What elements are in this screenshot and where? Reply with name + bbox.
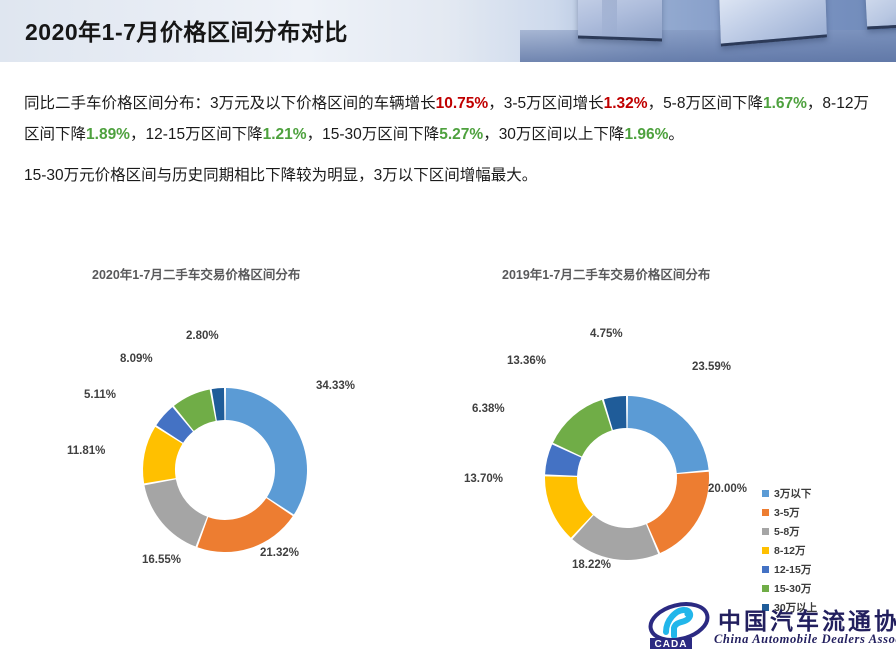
logo-chinese-name: 中国汽车流通协会 — [718, 609, 896, 634]
pie-slice[interactable] — [627, 396, 709, 473]
legend-swatch-icon — [762, 566, 769, 573]
text-segment: 同比二手车价格区间分布：3万元及以下价格区间的车辆增长 — [24, 95, 436, 112]
chart-title-2019: 2019年1-7月二手车交易价格区间分布 — [502, 268, 711, 282]
pie-data-label: 18.22% — [572, 559, 612, 571]
legend-label: 3-5万 — [774, 507, 800, 519]
pie-slice[interactable] — [197, 498, 293, 552]
legend-swatch-icon — [762, 528, 769, 535]
pie-slice[interactable] — [144, 479, 208, 547]
legend-label: 3万以下 — [774, 488, 812, 500]
legend-label: 8-12万 — [774, 545, 806, 557]
legend-swatch-icon — [762, 490, 769, 497]
pie-data-label: 2.80% — [186, 330, 219, 342]
highlight-value: 1.21% — [262, 126, 307, 143]
text-segment: ，30万区间以上下降 — [483, 126, 625, 143]
pie-slice[interactable] — [603, 396, 627, 431]
pie-slice[interactable] — [225, 388, 307, 515]
legend-item[interactable]: 15-30万 — [762, 579, 882, 598]
pie-data-label: 13.70% — [464, 473, 504, 485]
text-segment: ，8-12万区间下降 — [24, 95, 869, 143]
cube-decor-icon — [578, 0, 662, 42]
donut-chart-2020: 34.33% 21.32% 16.55% 11.81% 5.11% 8.09% 2.80% — [67, 330, 355, 566]
logo-english-name: China Automobile Dealers Association — [714, 632, 896, 646]
pie-data-label: 4.75% — [590, 328, 623, 340]
pie-data-label: 5.11% — [84, 389, 116, 401]
donut-chart-2019: 23.59% 20.00% 18.22% 13.70% 6.38% 13.36% 4.75% — [464, 328, 747, 573]
text-segment: ，3-5万区间增长 — [488, 95, 604, 112]
pie-data-label: 6.38% — [472, 403, 505, 415]
pie-slice[interactable] — [545, 444, 582, 476]
legend-swatch-icon — [762, 585, 769, 592]
pie-data-label: 11.81% — [67, 445, 106, 457]
pie-slice[interactable] — [572, 515, 659, 560]
pie-slice[interactable] — [552, 399, 612, 457]
banner-floor-decor — [520, 30, 896, 62]
pie-data-label: 8.09% — [120, 353, 153, 365]
legend-item[interactable]: 5-8万 — [762, 522, 882, 541]
legend-label: 30万以上 — [774, 602, 818, 614]
legend-item[interactable]: 30万以上 — [762, 598, 882, 617]
highlight-value: 1.96% — [624, 126, 669, 143]
highlight-value: 1.67% — [762, 95, 807, 112]
pie-slice[interactable] — [647, 471, 709, 554]
pie-slice[interactable] — [143, 426, 183, 484]
cada-emblem-icon: CADA — [648, 602, 710, 650]
pie-data-label: 16.55% — [142, 554, 182, 566]
text-segment: 。 — [668, 126, 684, 143]
legend-item[interactable]: 12-15万 — [762, 560, 882, 579]
highlight-value: 5.27% — [439, 126, 484, 143]
legend-swatch-icon — [762, 547, 769, 554]
cada-logo: CADA 中国汽车流通协会 China Automobile Dealers A… — [648, 600, 896, 656]
legend-label: 12-15万 — [774, 564, 812, 576]
page-title: 2020年1-7月价格区间分布对比 — [25, 19, 348, 45]
donut-svg — [545, 396, 709, 560]
svg-text:CADA: CADA — [655, 639, 688, 650]
donut-svg — [143, 388, 307, 552]
legend-label: 5-8万 — [774, 526, 800, 538]
pie-data-label: 34.33% — [316, 380, 356, 392]
cube-decor-icon — [864, 0, 896, 30]
legend-item[interactable]: 3万以下 — [762, 484, 882, 503]
highlight-value: 1.32% — [603, 95, 648, 112]
legend-swatch-icon — [762, 604, 769, 611]
text-segment: ，12-15万区间下降 — [129, 126, 263, 143]
pie-slice[interactable] — [173, 389, 216, 431]
header-banner — [0, 0, 896, 62]
legend-item[interactable]: 3-5万 — [762, 503, 882, 522]
pie-slice[interactable] — [211, 388, 225, 421]
body-text-block: 同比二手车价格区间分布：3万元及以下价格区间的车辆增长10.75%，3-5万区间… — [24, 88, 876, 191]
pie-slice[interactable] — [545, 476, 593, 538]
legend-label: 15-30万 — [774, 583, 812, 595]
highlight-value: 1.89% — [86, 126, 130, 143]
text-segment: ，5-8万区间下降 — [647, 95, 763, 112]
text-segment: ，15-30万区间下降 — [306, 126, 440, 143]
pie-data-label: 21.32% — [260, 547, 300, 559]
pie-data-label: 13.36% — [507, 355, 547, 367]
highlight-value: 10.75% — [435, 95, 489, 112]
legend-swatch-icon — [762, 509, 769, 516]
pie-slice[interactable] — [156, 407, 193, 443]
pie-data-label: 23.59% — [692, 361, 732, 373]
pie-data-label: 20.00% — [708, 483, 748, 495]
summary-paragraph-2: 15-30万元价格区间与历史同期相比下降较为明显，3万以下区间增幅最大。 — [24, 167, 538, 184]
legend-item[interactable]: 8-12万 — [762, 541, 882, 560]
chart-title-2020: 2020年1-7月二手车交易价格区间分布 — [92, 268, 301, 282]
summary-paragraph-1: 同比二手车价格区间分布：3万元及以下价格区间的车辆增长10.75%，3-5万区间… — [24, 88, 876, 150]
chart-legend: 3万以下 3-5万 5-8万 8-12万 12-15万 15-30万 30万以上 — [762, 484, 882, 617]
